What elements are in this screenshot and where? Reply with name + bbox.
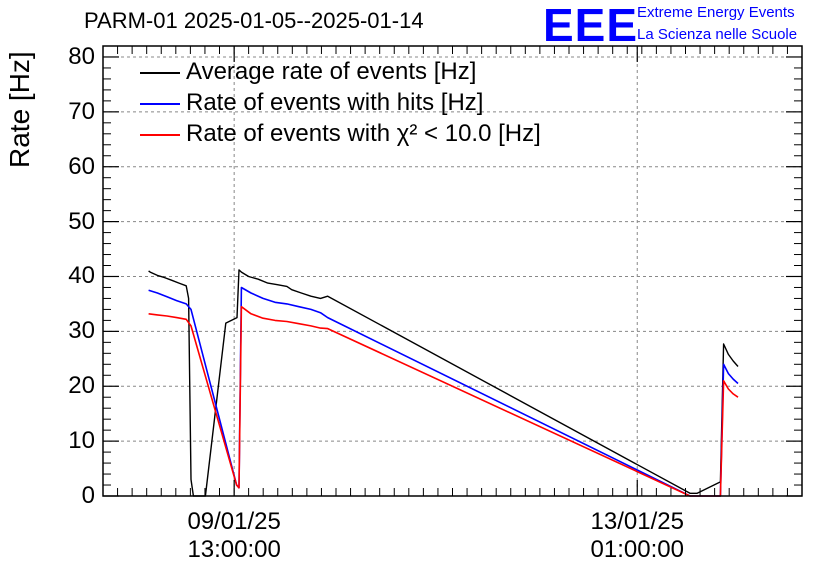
legend-label-average: Average rate of events [Hz] bbox=[186, 58, 477, 85]
x-tick-time: 01:00:00 bbox=[590, 536, 684, 563]
y-tick-label: 60 bbox=[68, 152, 95, 180]
series-lines bbox=[148, 269, 739, 497]
grid-lines bbox=[103, 46, 802, 496]
legend-swatch-hits bbox=[140, 103, 180, 105]
y-tick-label: 80 bbox=[68, 42, 95, 70]
y-tick-label: 0 bbox=[81, 482, 95, 509]
series-line-1 bbox=[148, 286, 739, 497]
legend-swatch-chi2 bbox=[140, 134, 180, 136]
legend-swatch-average bbox=[140, 72, 180, 74]
chart-title: PARM-01 2025-01-05--2025-01-14 bbox=[84, 8, 424, 33]
series-line-2 bbox=[148, 305, 739, 497]
y-tick-label: 50 bbox=[68, 207, 95, 235]
axis-ticks bbox=[103, 45, 802, 497]
x-tick-date: 09/01/25 bbox=[187, 508, 281, 535]
y-tick-label: 30 bbox=[68, 317, 95, 345]
eee-logo: EEE bbox=[543, 0, 639, 51]
x-tick-date: 13/01/25 bbox=[590, 508, 684, 535]
legend-label-hits: Rate of events with hits [Hz] bbox=[186, 89, 484, 116]
y-tick-label: 40 bbox=[68, 262, 95, 290]
y-axis-label: Rate [Hz] bbox=[4, 51, 35, 168]
x-tick-label: 09/01/25 13:00:00 bbox=[154, 508, 314, 564]
y-tick-label: 70 bbox=[68, 97, 95, 125]
legend-label-chi2: Rate of events with χ² < 10.0 [Hz] bbox=[186, 120, 541, 147]
logo-subtitle-2: La Scienza nelle Scuole bbox=[637, 26, 798, 43]
x-tick-label: 13/01/25 01:00:00 bbox=[557, 508, 717, 564]
logo-subtitle-1: Extreme Energy Events bbox=[637, 4, 795, 21]
series-line-0 bbox=[148, 269, 739, 497]
y-tick-label: 20 bbox=[68, 372, 95, 400]
x-tick-time: 13:00:00 bbox=[187, 536, 281, 563]
y-tick-label: 10 bbox=[68, 427, 95, 455]
